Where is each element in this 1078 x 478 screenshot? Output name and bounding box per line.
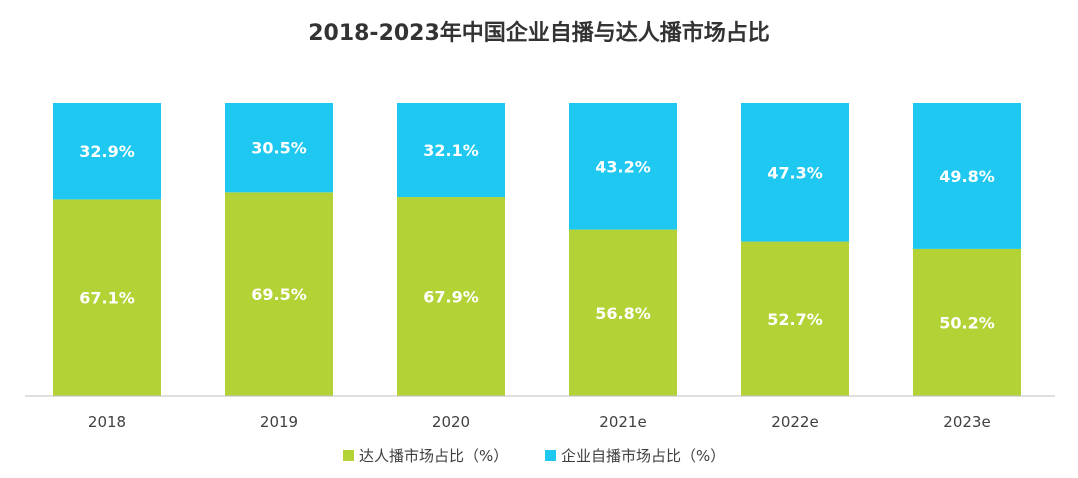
data-label-daren-2023e: 50.2% [939,313,995,332]
data-label-daren-2021e: 56.8% [595,304,651,323]
data-label-daren-2020: 67.9% [423,288,479,307]
data-label-self-2021e: 43.2% [595,157,651,176]
x-tick-labels: 2018 2019 2020 2021e 2022e 2023e [88,413,991,431]
data-label-self-2020: 32.1% [423,141,479,160]
bar-segment-daren-2018 [53,199,161,396]
legend-label-daren: 达人播市场占比（%） [359,447,508,465]
bar-segment-self-2019 [225,103,333,193]
legend-swatch-daren [343,450,354,461]
x-tick-label-2019: 2019 [260,413,298,431]
data-label-self-2023e: 49.8% [939,167,995,186]
legend-label-self: 企业自播市场占比（%） [561,447,725,465]
data-label-self-2018: 32.9% [79,142,135,161]
bar-segment-self-2020 [397,103,505,198]
x-tick-label-2021e: 2021e [599,413,646,431]
x-tick-label-2023e: 2023e [943,413,990,431]
bar-segment-daren-2022e [741,241,849,396]
chart-title: 2018-2023年中国企业自播与达人播市场占比 [308,20,770,46]
data-label-daren-2019: 69.5% [251,285,307,304]
bar-segment-daren-2020 [397,197,505,396]
x-tick-label-2022e: 2022e [771,413,818,431]
x-tick-label-2020: 2020 [432,413,470,431]
bar-segment-self-2022e [741,103,849,242]
bar-segment-self-2018 [53,103,161,200]
data-label-daren-2022e: 52.7% [767,310,823,329]
bar-segment-self-2021e [569,103,677,230]
bar-segment-daren-2023e [913,248,1021,396]
data-label-daren-2018: 67.1% [79,289,135,308]
x-tick-label-2018: 2018 [88,413,126,431]
legend: 达人播市场占比（%） 企业自播市场占比（%） [343,447,725,465]
data-label-self-2019: 30.5% [251,139,307,158]
bar-segment-self-2023e [913,103,1021,249]
bar-segment-daren-2021e [569,229,677,396]
bars-layer: 67.1% 32.9% 69.5% 30.5% 67.9% 32.1% 56.8% 43.2%… [53,103,1021,396]
data-label-self-2022e: 47.3% [767,163,823,182]
legend-swatch-self [545,450,556,461]
bar-segment-daren-2019 [225,192,333,396]
